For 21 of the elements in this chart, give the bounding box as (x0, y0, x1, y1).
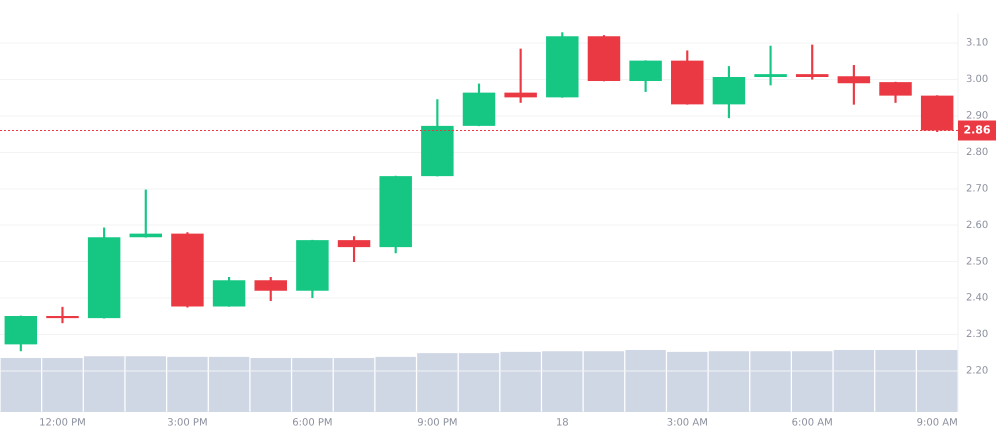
y-tick-label: 2.20 (966, 366, 988, 377)
x-tick-label: 6:00 PM (292, 418, 333, 429)
y-tick-label: 3.00 (966, 74, 988, 86)
candlestick (130, 190, 162, 238)
y-tick-label: 2.30 (966, 329, 988, 340)
x-tick-label: 9:00 AM (916, 418, 958, 429)
x-tick-label: 12:00 PM (39, 418, 86, 429)
ref-line-label: 2.86 (963, 123, 991, 136)
x-tick-label: 3:00 PM (167, 418, 208, 429)
x-tick-label: 18 (556, 418, 569, 429)
y-tick-label: 2.50 (966, 256, 988, 268)
x-tick-label: 3:00 AM (666, 418, 708, 429)
y-tick-label: 2.60 (966, 220, 988, 231)
y-tick-label: 2.90 (966, 110, 988, 122)
x-tick-label: 6:00 AM (792, 418, 833, 429)
y-tick-label: 2.80 (966, 146, 988, 158)
y-tick-label: 2.40 (966, 292, 988, 304)
candlestick (796, 44, 828, 80)
x-tick-label: 9:00 PM (417, 418, 458, 429)
y-tick-label: 2.70 (966, 183, 988, 194)
y-tick-label: 3.10 (966, 38, 988, 49)
